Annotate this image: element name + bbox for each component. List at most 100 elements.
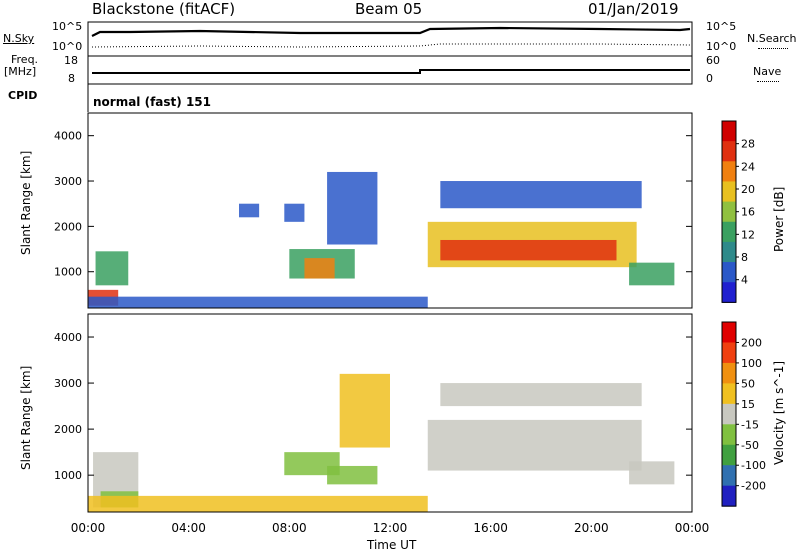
colorbar-segment (722, 282, 736, 303)
x-axis: 00:00 04:00 08:00 12:00 16:00 20:00 00:00 (71, 521, 710, 535)
cpid-label: CPID (8, 89, 38, 102)
x-tick-label: 20:00 (574, 521, 609, 535)
colorbar-segment (722, 161, 736, 182)
colorbar-segment (722, 465, 736, 487)
n-search-line (91, 43, 691, 48)
colorbar-tick-label: -50 (741, 439, 759, 452)
power-frame (87, 112, 693, 309)
colorbar-segment (722, 342, 736, 364)
velocity-panel: 1000 2000 3000 4000 200 100 50 15 -15 -50 -100 -20… (54, 313, 766, 513)
colorbar-tick-label: -200 (741, 480, 766, 493)
colorbar-segment (722, 201, 736, 223)
scatter-region-4 (284, 203, 305, 222)
y-tick-label: 2000 (54, 220, 82, 233)
power-panel: 1000 2000 3000 4000 4 8 12 16 20 24 28 (54, 112, 755, 309)
scatter-region-11 (629, 262, 675, 286)
n-sky-label: N.Sky (3, 32, 35, 45)
scatter-region-7 (327, 171, 378, 245)
colorbar-segment (722, 444, 736, 466)
velocity-colorbar-label: Velocity [m s^-1] (772, 360, 786, 465)
scatter-region-3 (239, 203, 260, 218)
nave-tick-top: 60 (706, 54, 720, 67)
colorbar-segment (722, 141, 736, 162)
colorbar-tick-label: 24 (741, 160, 755, 173)
colorbar-frame (721, 321, 737, 507)
x-tick-label: 08:00 (272, 521, 307, 535)
y-tick-label: 3000 (54, 175, 82, 188)
scatter-region-9 (440, 239, 617, 261)
scatter-region-8 (629, 461, 675, 485)
n-search-label: N.Search (747, 32, 797, 45)
colorbar-segment (722, 403, 736, 425)
freq-line (92, 69, 690, 74)
velocity-colorbar: 200 100 50 15 -15 -50 -100 -200 (721, 321, 766, 507)
nave-legend-line (757, 81, 779, 82)
nave-label: Nave (753, 65, 782, 78)
y-tick-label: 2000 (54, 423, 82, 436)
power-y-ticks: 1000 2000 3000 4000 (54, 130, 692, 279)
noise-tick-top-right: 10^5 (706, 20, 736, 33)
x-tick-label: 16:00 (473, 521, 508, 535)
colorbar-tick-label: 100 (741, 357, 762, 370)
colorbar-segment (722, 362, 736, 384)
colorbar-segment (722, 262, 736, 283)
x-tick-label: 00:00 (675, 521, 710, 535)
freq-label: Freq. (11, 53, 39, 66)
colorbar-tick-label: 28 (741, 138, 755, 151)
freq-unit-label: [MHz] (4, 65, 37, 78)
y-tick-label: 4000 (54, 130, 82, 143)
power-plot-area (88, 171, 675, 308)
date-label: 01/Jan/2019 (588, 0, 679, 18)
colorbar-tick-label: 50 (741, 377, 755, 390)
chart-title: Blackstone (fitACF) (92, 0, 236, 18)
x-tick-label: 00:00 (71, 521, 106, 535)
colorbar-tick-label: 4 (741, 274, 748, 287)
top-panels: 10^5 10^0 10^5 10^0 18 8 60 0 (52, 20, 736, 112)
scatter-region-6 (304, 258, 335, 279)
colorbar-tick-label: 16 (741, 206, 755, 219)
power-colorbar-label: Power [dB] (772, 186, 786, 252)
velocity-y-ticks: 1000 2000 3000 4000 (54, 331, 692, 482)
scatter-region-6 (427, 419, 642, 471)
colorbar-segment (722, 181, 736, 203)
nave-tick-bottom: 0 (706, 72, 713, 85)
colorbar-tick-label: 12 (741, 228, 755, 241)
n-sky-line (91, 26, 691, 37)
power-ylabel: Slant Range [km] (19, 150, 33, 255)
scatter-region-7 (440, 383, 642, 407)
freq-panel-frame (87, 55, 693, 85)
colorbar-segment (722, 485, 736, 507)
colorbar-segment (722, 322, 736, 343)
scatter-region-3 (284, 452, 340, 476)
cpid-value: normal (fast) 151 (93, 95, 211, 109)
scatter-region-2 (88, 495, 428, 512)
velocity-ylabel: Slant Range [km] (19, 365, 33, 470)
scatter-region-10 (440, 181, 642, 209)
colorbar-tick-label: 20 (741, 183, 755, 196)
y-tick-label: 1000 (54, 266, 82, 279)
colorbar-segment (722, 221, 736, 243)
scatter-region-5 (339, 373, 390, 448)
scatter-region-4 (327, 465, 378, 485)
beam-label: Beam 05 (355, 0, 423, 18)
colorbar-tick-label: -15 (741, 418, 759, 431)
x-tick-label: 04:00 (171, 521, 206, 535)
freq-tick-top: 18 (64, 54, 78, 67)
power-colorbar: 4 8 12 16 20 24 28 (721, 120, 755, 303)
noise-tick-bottom-left: 10^0 (52, 40, 82, 53)
velocity-frame (87, 313, 693, 513)
y-tick-label: 3000 (54, 377, 82, 390)
x-ticks: 00:00 04:00 08:00 12:00 16:00 20:00 00:00 (71, 521, 710, 535)
x-tick-label: 12:00 (373, 521, 408, 535)
x-axis-label: Time UT (367, 538, 417, 552)
colorbar-segment (722, 121, 736, 142)
colorbar-tick-label: 200 (741, 336, 762, 349)
noise-tick-top-left: 10^5 (52, 20, 82, 33)
scatter-region-1 (95, 251, 129, 286)
y-tick-label: 1000 (54, 469, 82, 482)
y-tick-label: 4000 (54, 331, 82, 344)
velocity-plot-area (88, 373, 675, 512)
noise-panel-frame (87, 21, 693, 57)
freq-tick-bottom: 8 (68, 72, 75, 85)
noise-tick-bottom-right: 10^0 (706, 40, 736, 53)
